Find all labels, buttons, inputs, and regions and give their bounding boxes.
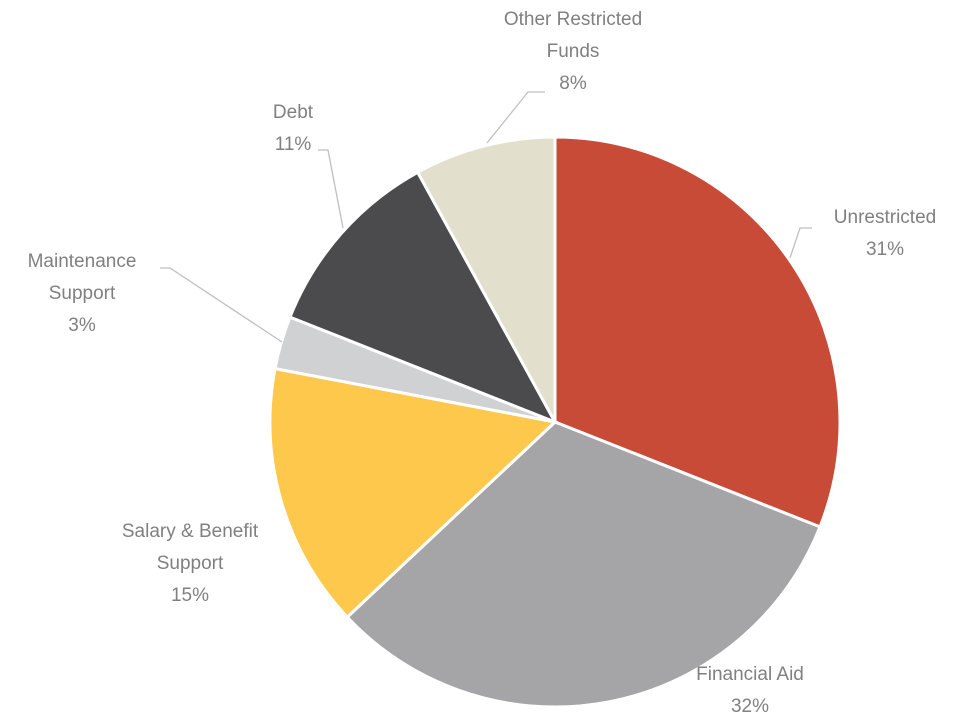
label-line: Maintenance [28, 251, 137, 272]
leader-line [160, 267, 283, 343]
pie-slice [268, 366, 559, 620]
label-line: Support [49, 283, 116, 304]
label-line: Financial Aid [696, 664, 804, 685]
label-line: Debt [273, 102, 314, 123]
label-line: Other Restricted [504, 9, 642, 30]
label-line: Support [157, 553, 224, 574]
pie-slice [415, 135, 557, 423]
label-line: Funds [547, 41, 600, 62]
value-label: 3% [68, 315, 96, 336]
label-line: Unrestricted [834, 207, 936, 228]
value-label: 8% [559, 73, 587, 94]
value-label: 31% [866, 239, 904, 260]
slice-label: Other Restricted Funds [504, 9, 642, 62]
slice-label: Maintenance Support [28, 251, 137, 304]
leader-line [789, 227, 812, 259]
leader-line [486, 91, 545, 144]
pie-slice [288, 170, 559, 425]
value-label: 32% [731, 696, 769, 717]
pie-slice [345, 420, 822, 709]
slice-label: Salary & Benefit Support [122, 521, 259, 574]
slice-label: Debt [273, 102, 314, 123]
label-line: Salary & Benefit [122, 521, 259, 542]
slice-label: Financial Aid [696, 664, 804, 685]
value-label: 15% [171, 585, 209, 606]
pie-slice [553, 135, 842, 529]
leader-line [318, 149, 344, 229]
slice-label: Unrestricted [834, 207, 936, 228]
value-label: 11% [275, 134, 312, 155]
